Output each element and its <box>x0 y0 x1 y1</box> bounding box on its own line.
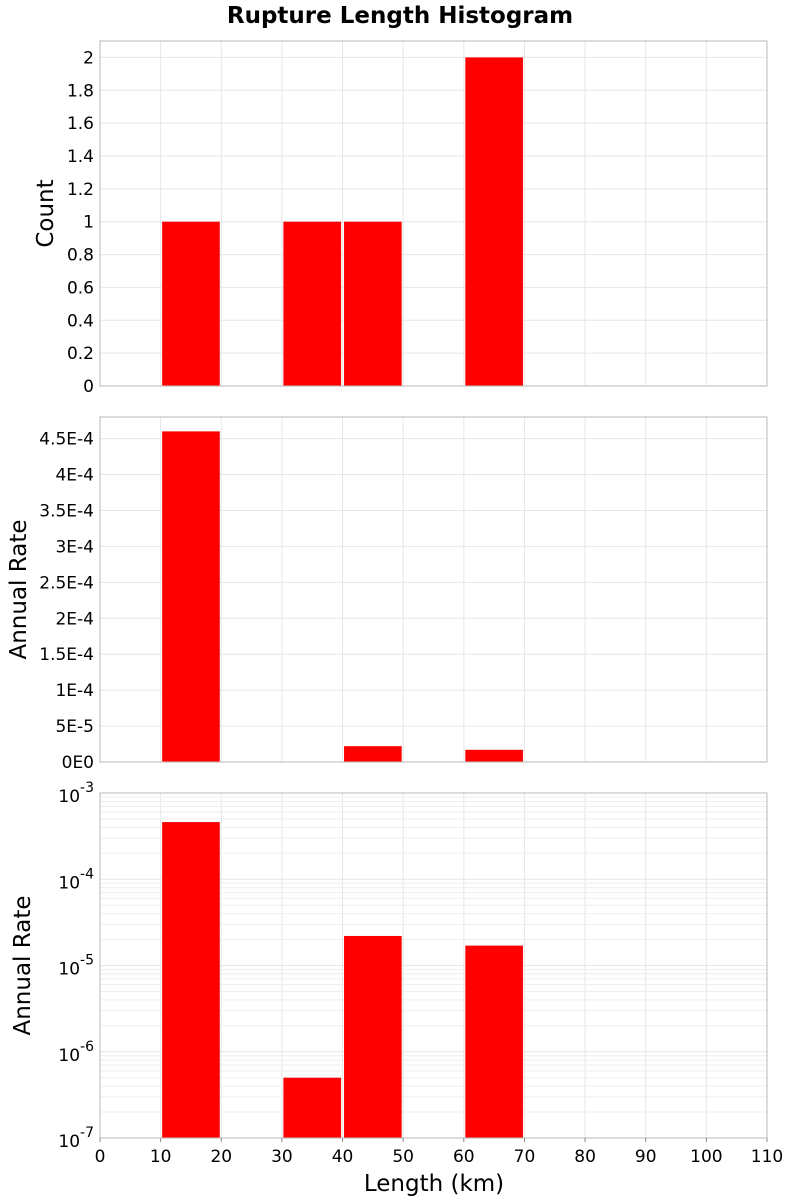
x-axis-label: Length (km) <box>364 1171 504 1197</box>
y-tick-label: 2.5E-4 <box>39 573 94 593</box>
y-tick-label: 1.2 <box>67 180 94 200</box>
y-axis-label: Annual Rate <box>6 520 32 660</box>
y-tick-label: 5E-5 <box>55 717 94 737</box>
x-tick-label: 110 <box>751 1147 783 1167</box>
y-tick-base: 10 <box>58 960 80 980</box>
y-tick-exponent: -3 <box>80 780 94 796</box>
x-tick-label: 70 <box>514 1147 536 1167</box>
y-tick-exponent: -5 <box>80 953 94 969</box>
plot-frame <box>99 792 768 1139</box>
y-tick-label: 4.5E-4 <box>39 430 94 450</box>
y-tick-label: 0 <box>83 377 94 397</box>
y-tick-exponent: -6 <box>80 1039 94 1055</box>
plot-frame <box>99 40 768 387</box>
y-tick-label: 0.4 <box>67 311 94 331</box>
panel-count: 0 0.2 0.4 0.6 0.8 1 1.2 1.4 1.6 1.8 2 Count <box>33 40 768 397</box>
y-tick-label: 4E-4 <box>55 466 94 486</box>
bar <box>162 822 220 1138</box>
bar <box>465 945 523 1138</box>
y-tick-label: 10-5 <box>58 953 94 980</box>
y-tick-label: 3E-4 <box>55 537 94 557</box>
y-tick-label: 2E-4 <box>55 609 94 629</box>
bar <box>344 221 402 386</box>
y-tick-base: 10 <box>58 1132 80 1152</box>
bar <box>344 935 402 1138</box>
y-axis-label: Annual Rate <box>10 896 36 1036</box>
plot-frame <box>99 416 768 763</box>
y-tick-label: 2 <box>83 48 94 68</box>
y-tick-label: 1E-4 <box>55 681 94 701</box>
y-tick-base: 10 <box>58 1046 80 1066</box>
bar <box>283 1077 342 1138</box>
y-tick-label: 10-4 <box>58 866 94 893</box>
y-tick-label: 3.5E-4 <box>39 501 94 521</box>
y-tick-label: 0.8 <box>67 246 94 266</box>
x-tick-label: 20 <box>210 1147 232 1167</box>
y-tick-base: 10 <box>58 787 80 807</box>
panels: 0 0.2 0.4 0.6 0.8 1 1.2 1.4 1.6 1.8 2 Count 0E0 5E-5 1… <box>6 40 783 1167</box>
x-tick-label: 50 <box>392 1147 414 1167</box>
x-tick-label: 100 <box>690 1147 722 1167</box>
panel-rate-linear: 0E0 5E-5 1E-4 1.5E-4 2E-4 2.5E-4 3E-4 3.5E-4 4E-… <box>6 416 768 773</box>
bar <box>465 749 523 762</box>
y-tick-label: 0.2 <box>67 344 94 364</box>
x-tick-label: 40 <box>332 1147 354 1167</box>
y-tick-exponent: -4 <box>80 866 94 882</box>
x-tick-label: 0 <box>95 1147 106 1167</box>
bar <box>283 221 342 386</box>
x-tick-label: 30 <box>271 1147 293 1167</box>
y-tick-label: 10-6 <box>58 1039 94 1066</box>
y-tick-label: 10-7 <box>58 1125 94 1152</box>
x-tick-label: 80 <box>574 1147 596 1167</box>
y-tick-label: 1.4 <box>67 147 94 167</box>
y-tick-label: 0E0 <box>62 753 94 773</box>
y-tick-exponent: -7 <box>80 1125 94 1141</box>
y-tick-label: 1 <box>83 213 94 233</box>
bar <box>162 431 220 762</box>
chart-title: Rupture Length Histogram <box>227 3 573 29</box>
bar <box>465 57 523 387</box>
y-tick-label: 1.8 <box>67 81 94 101</box>
y-axis-label: Count <box>33 179 59 247</box>
y-tick-label: 10-3 <box>58 780 94 807</box>
bar <box>162 221 220 386</box>
x-tick-label: 10 <box>150 1147 172 1167</box>
x-tick-label: 90 <box>635 1147 657 1167</box>
y-tick-label: 0.6 <box>67 278 94 298</box>
y-tick-label: 1.5E-4 <box>39 645 94 665</box>
y-tick-base: 10 <box>58 873 80 893</box>
y-tick-label: 1.6 <box>67 114 94 134</box>
bar <box>344 746 402 762</box>
x-tick-label: 60 <box>453 1147 475 1167</box>
